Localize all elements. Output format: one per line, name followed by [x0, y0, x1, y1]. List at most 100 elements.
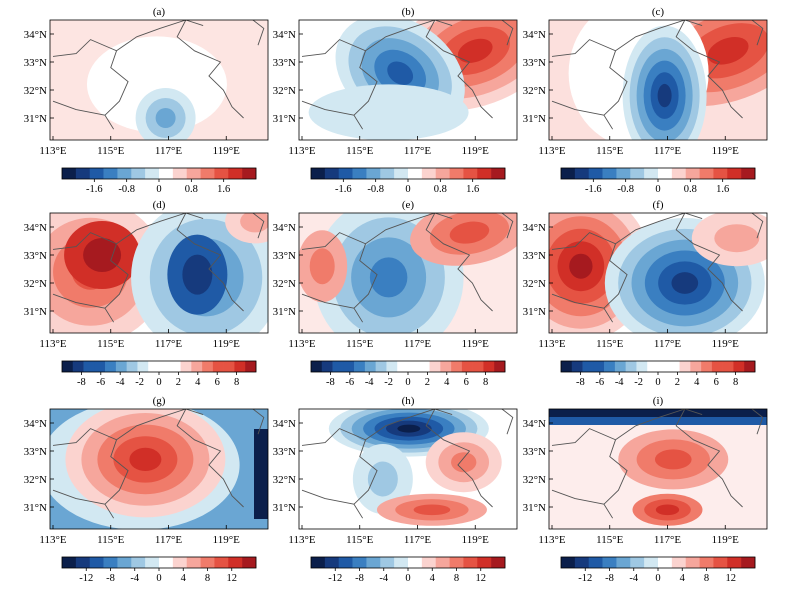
colorbar-bin: [324, 168, 340, 179]
x-tick-label: 113°E: [288, 145, 315, 157]
map-frame: [548, 408, 768, 530]
y-tick-label: 33°N: [273, 446, 296, 458]
colorbar-bin: [159, 361, 171, 372]
x-tick-label: 113°E: [538, 145, 565, 157]
panel-label: (a): [153, 6, 166, 18]
colorbar-bin: [671, 557, 687, 568]
x-tick-label: 115°E: [596, 338, 623, 350]
colorbar-bin: [588, 168, 603, 179]
contour-fill: [413, 504, 451, 516]
colorbar-bin: [180, 361, 192, 372]
colorbar-bin: [477, 168, 492, 179]
colorbar-bin: [671, 168, 687, 179]
colorbar-tick-label: 0: [655, 377, 660, 388]
colorbar-bin: [89, 557, 104, 568]
colorbar-tick-label: 0.8: [684, 184, 697, 195]
colorbar-bin: [234, 361, 246, 372]
colorbar-bin: [202, 361, 214, 372]
contour-fill: [182, 254, 213, 295]
colorbar-bin: [242, 557, 257, 568]
colorbar-bin: [117, 168, 132, 179]
colorbar-bin: [435, 168, 450, 179]
map-field: 34°N 33°N 32°N 31°N 113°E 115°E 117°E 119°E: [273, 212, 518, 350]
panel-label: (g): [153, 395, 166, 407]
province-border: [52, 20, 204, 57]
colorbar-bin: [494, 361, 506, 372]
colorbar-tick-label: 4: [181, 573, 187, 584]
panel-h: (h) 34°N 33°N 32°N 31°N 113°E 115°E 117°E 119°E -…: [273, 395, 518, 584]
y-tick-label: 33°N: [523, 57, 546, 69]
contour-fill: [569, 253, 593, 279]
x-tick-label: 117°E: [155, 338, 182, 350]
colorbar-bin: [630, 168, 645, 179]
province-border: [52, 213, 204, 250]
province-border: [603, 50, 628, 130]
contour-fill: [654, 449, 692, 470]
colorbar-tick-label: 0: [655, 573, 660, 584]
contour-fill: [155, 108, 176, 128]
colorbar-bin: [685, 168, 700, 179]
map-frame: [49, 212, 269, 334]
x-tick-label: 113°E: [39, 534, 66, 546]
x-tick-label: 113°E: [39, 145, 66, 157]
x-tick-label: 115°E: [346, 338, 373, 350]
colorbar-bin: [477, 557, 492, 568]
province-border: [252, 213, 265, 239]
colorbar-bin: [658, 361, 670, 372]
colorbar-bin: [727, 557, 742, 568]
y-tick-label: 31°N: [273, 306, 296, 318]
x-tick-label: 115°E: [346, 534, 373, 546]
colorbar-bin: [131, 168, 146, 179]
colorbar-tick-label: 1.6: [217, 184, 230, 195]
colorbar-bin: [679, 361, 691, 372]
province-border: [501, 409, 514, 435]
colorbar-bin: [338, 557, 353, 568]
colorbar-tick-label: 4: [444, 377, 450, 388]
x-tick-label: 113°E: [39, 338, 66, 350]
colorbar-bin: [311, 361, 323, 372]
colorbar-bin: [214, 557, 229, 568]
colorbar-bin: [463, 557, 478, 568]
province-border: [52, 293, 106, 309]
colorbar-bin: [491, 168, 506, 179]
province-border: [603, 439, 628, 519]
colorbar-tick-label: 4: [680, 573, 686, 584]
colorbar-tick-label: 8: [483, 377, 488, 388]
colorbar-bin: [172, 557, 188, 568]
map-frame: [298, 212, 518, 334]
y-tick-label: 34°N: [24, 418, 47, 430]
colorbar-bin: [364, 361, 376, 372]
y-tick-label: 31°N: [24, 306, 47, 318]
map-field: 34°N 33°N 32°N 31°N 113°E 115°E 117°E 119°E: [273, 408, 518, 546]
x-tick-label: 119°E: [462, 145, 489, 157]
colorbar-bin: [394, 168, 409, 179]
province-border: [104, 50, 129, 130]
colorbar-bin: [311, 168, 326, 179]
colorbar-bin: [380, 168, 395, 179]
x-tick-label: 119°E: [462, 338, 489, 350]
province-border: [675, 20, 743, 119]
x-tick-label: 117°E: [155, 534, 182, 546]
colorbar-bin: [561, 557, 576, 568]
colorbar-tick-label: 8: [205, 573, 210, 584]
colorbar-bin: [62, 557, 77, 568]
colorbar-bin: [711, 361, 723, 372]
colorbar-bin: [421, 168, 437, 179]
province-border: [551, 213, 703, 250]
colorbar-tick-label: 2: [425, 377, 430, 388]
colorbar: -8 -6 -4 -2 0 2 4 6 8: [560, 360, 756, 388]
colorbar-tick-label: 0: [405, 184, 410, 195]
province-border: [675, 213, 743, 312]
colorbar-tick-label: 4: [430, 573, 436, 584]
colorbar-bin: [366, 168, 381, 179]
colorbar-bin: [159, 168, 174, 179]
y-tick-label: 34°N: [523, 222, 546, 234]
colorbar-tick-label: 12: [726, 573, 737, 584]
x-tick-label: 119°E: [712, 534, 739, 546]
colorbar-bin: [394, 557, 409, 568]
y-tick-label: 32°N: [24, 474, 47, 486]
x-tick-label: 117°E: [654, 145, 681, 157]
colorbar-bin: [604, 361, 616, 372]
province-border: [353, 243, 378, 323]
y-tick-label: 33°N: [523, 250, 546, 262]
